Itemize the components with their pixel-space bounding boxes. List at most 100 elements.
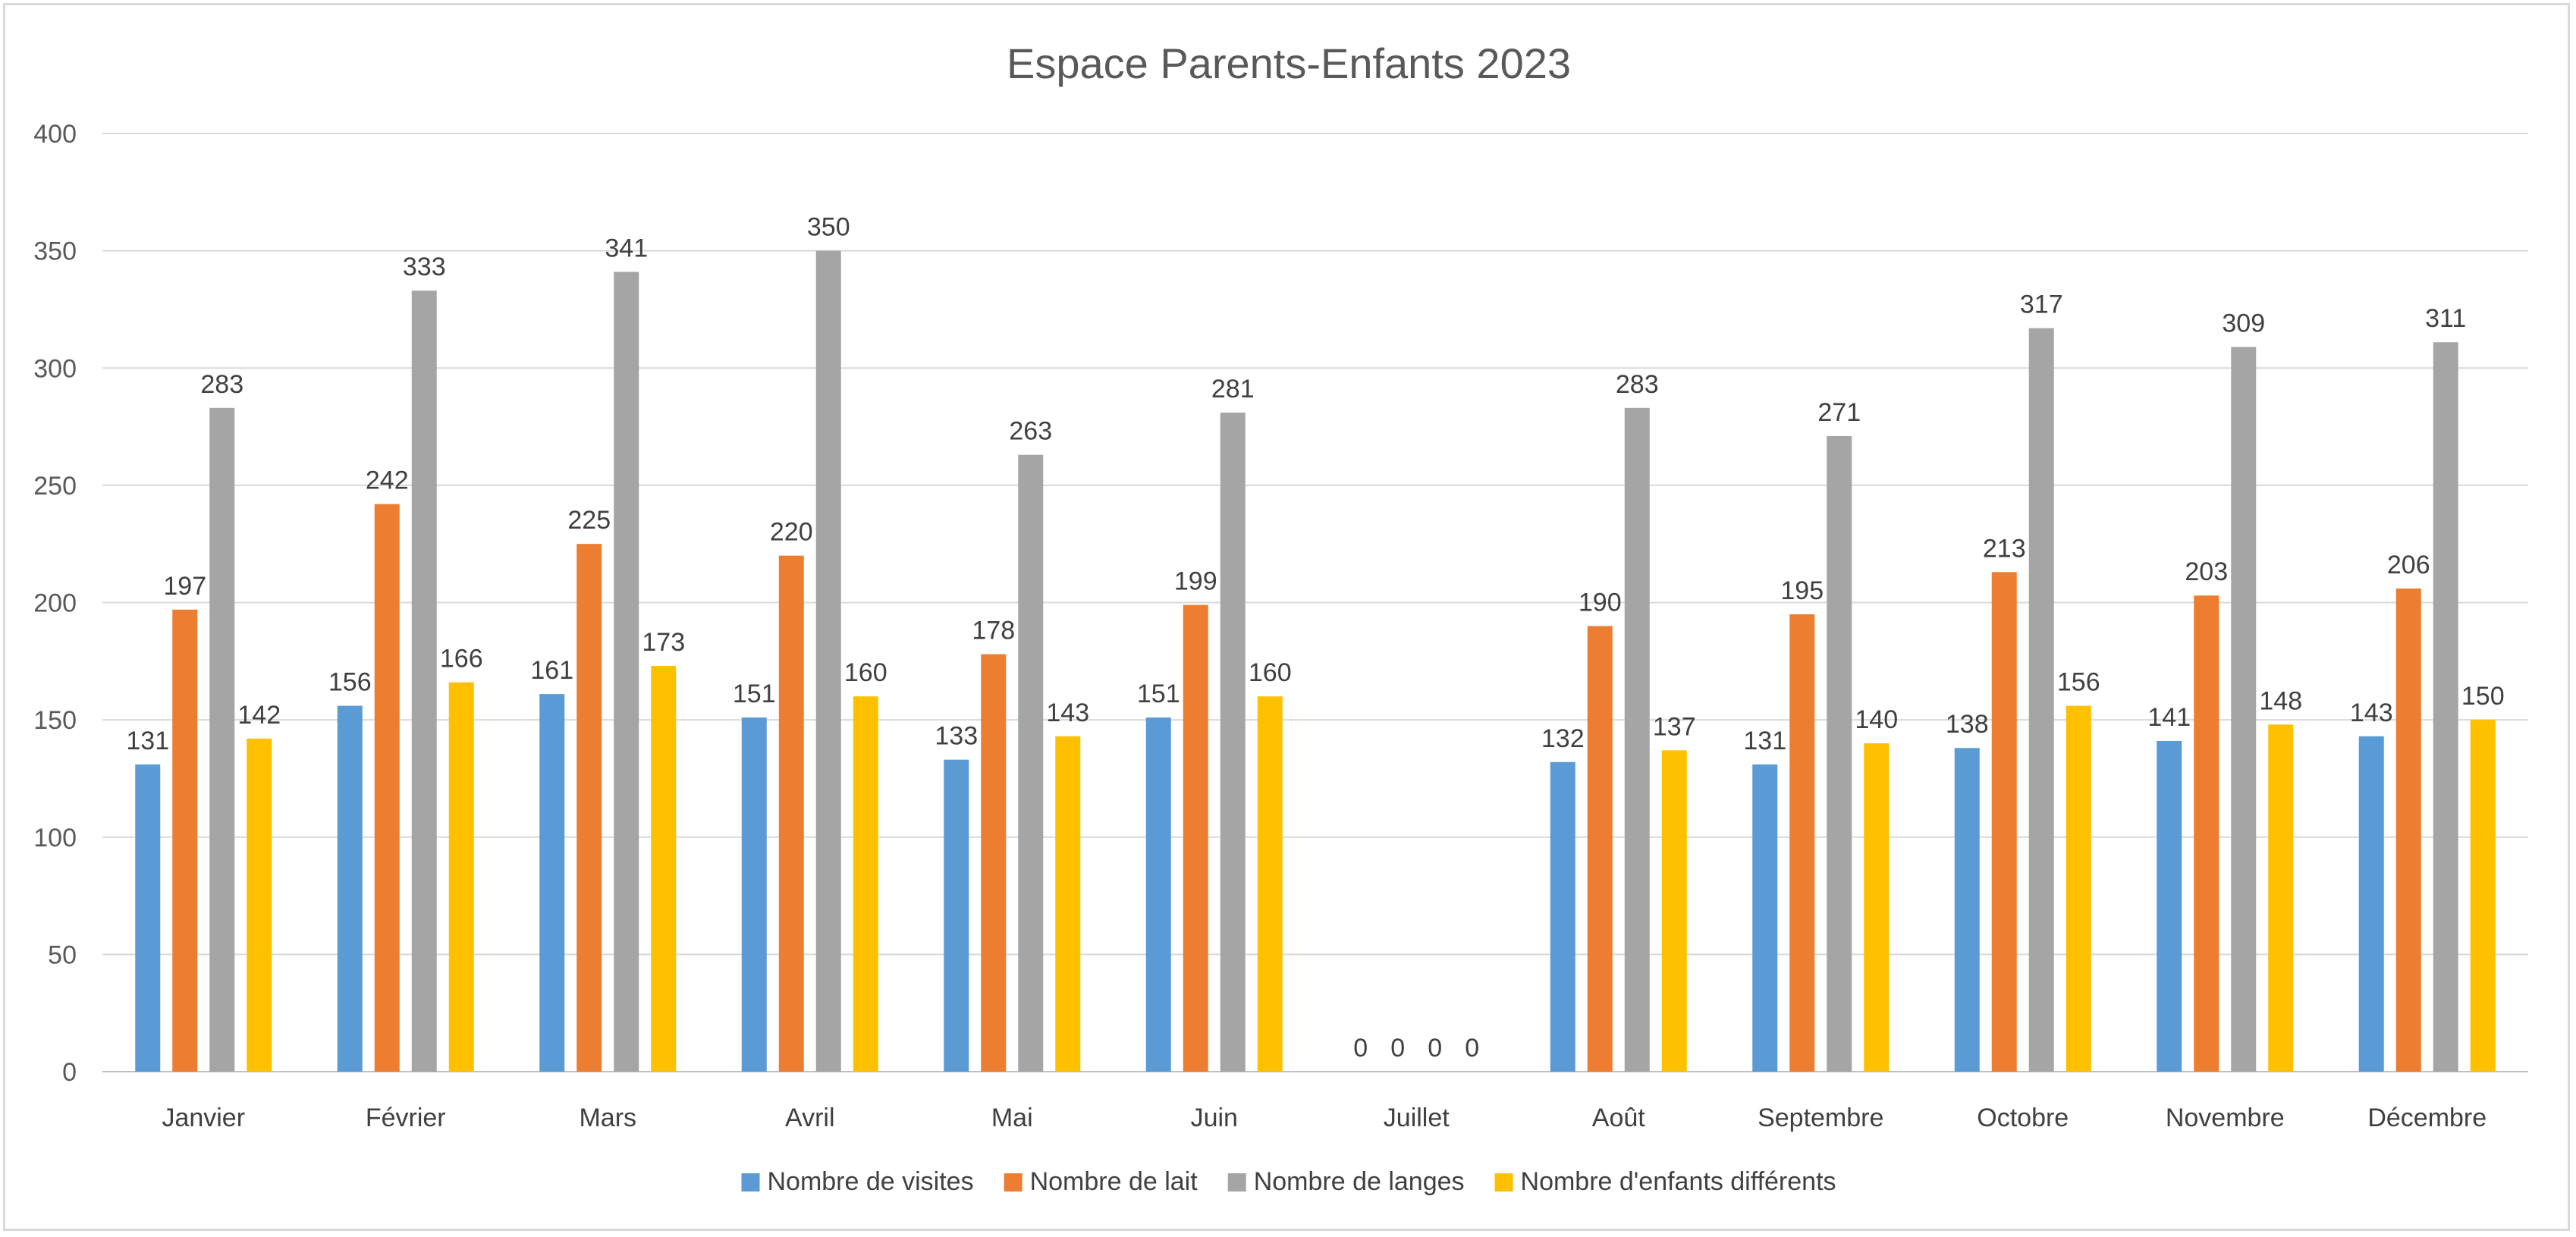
y-axis-ticks: 0 50 100 150 200 250 300 350 400 [33,120,77,1087]
data-label: 203 [2185,557,2228,586]
bar [135,764,161,1072]
y-tick-label: 200 [33,589,77,618]
y-tick-label: 300 [33,354,77,383]
data-label: 173 [642,628,685,657]
bar [337,705,363,1072]
data-label: 160 [1249,658,1292,687]
bar [1991,572,2017,1072]
legend-item: Nombre d'enfants différents [1494,1167,1836,1196]
bar [1145,717,1171,1072]
data-label: 350 [807,213,850,242]
data-label: 341 [605,234,648,262]
data-label: 263 [1009,417,1052,446]
bar [651,665,677,1072]
bar [2395,588,2421,1072]
data-label: 220 [770,518,813,547]
x-tick-label: Mars [579,1104,636,1132]
data-label: 317 [2020,290,2063,319]
bar [2028,328,2054,1072]
bar [778,555,804,1072]
bar [247,738,272,1072]
y-tick-label: 400 [33,120,77,149]
legend-item: Nombre de visites [741,1167,974,1196]
bar [1789,614,1815,1072]
legend-swatch [741,1173,760,1191]
data-label: 0 [1390,1034,1405,1063]
bar [209,407,235,1072]
data-label: 190 [1579,588,1622,617]
bar [2231,347,2257,1072]
bar [1055,736,1081,1072]
x-tick-label: Décembre [2367,1104,2486,1132]
data-label: 283 [1616,370,1659,399]
bar [815,250,841,1072]
x-tick-label: Septembre [1758,1104,1883,1132]
data-label: 281 [1211,375,1255,403]
bar [1550,761,1575,1072]
data-label: 142 [237,701,281,730]
x-tick-label: Février [366,1104,446,1132]
data-label: 137 [1653,712,1696,741]
data-label: 160 [844,658,887,687]
legend-swatch [1227,1173,1246,1191]
data-label: 132 [1541,724,1585,753]
data-label: 161 [530,656,573,685]
data-label: 143 [2350,699,2393,727]
data-label: 0 [1465,1034,1479,1063]
x-tick-label: Août [1592,1104,1645,1132]
data-label: 197 [163,572,206,601]
chart-title: Espace Parents-Enfants 2023 [1007,39,1571,87]
bar [172,609,198,1072]
legend-item: Nombre de langes [1227,1167,1465,1196]
data-label: 131 [1743,727,1786,755]
x-tick-label: Avril [785,1104,835,1132]
bar [2066,705,2091,1072]
data-label: 151 [1137,680,1180,708]
bar-chart: Espace Parents-Enfants 2023 0 50 100 150 200… [33,39,2528,1196]
bar [2358,736,2384,1072]
legend-item: Nombre de lait [1004,1167,1198,1196]
bar [1752,764,1778,1072]
data-label: 141 [2147,703,2191,732]
legend-swatch [1494,1173,1513,1191]
data-label: 156 [328,668,372,697]
y-tick-label: 250 [33,472,77,501]
bar [853,696,878,1072]
bar [614,272,639,1072]
bar [1661,750,1687,1072]
data-label: 166 [440,645,483,673]
bar [576,544,602,1072]
legend-label: Nombre d'enfants différents [1521,1167,1836,1196]
bar [1220,413,1246,1072]
data-label: 242 [366,466,409,495]
bar [2433,342,2458,1072]
bar [411,290,437,1072]
data-label: 333 [403,253,446,281]
data-labels: 131 197 283 142 156 242 333 166 161 225 341 173 151 2… [126,213,2504,1063]
bar [2470,720,2496,1072]
data-label: 309 [2222,309,2265,338]
data-label: 156 [2057,668,2100,697]
legend-label: Nombre de lait [1030,1167,1198,1196]
bar [981,654,1007,1072]
legend: Nombre de visites Nombre de lait Nombre de… [741,1167,1836,1196]
data-label: 148 [2259,686,2302,715]
data-label: 150 [2461,682,2505,711]
bars [135,250,2496,1072]
bar [1954,748,1980,1072]
legend-label: Nombre de visites [767,1167,973,1196]
bar [448,682,474,1072]
x-tick-label: Janvier [162,1104,245,1132]
data-label: 225 [567,506,611,535]
x-tick-label: Juillet [1384,1104,1450,1132]
data-label: 283 [200,370,243,399]
bar [2157,740,2182,1072]
y-tick-label: 350 [33,237,77,266]
bar [1624,407,1650,1072]
legend-label: Nombre de langes [1254,1167,1465,1196]
bar [1587,626,1613,1072]
y-tick-label: 0 [62,1058,77,1087]
x-tick-label: Juin [1191,1104,1238,1132]
data-label: 131 [126,727,169,755]
data-label: 178 [972,617,1015,645]
